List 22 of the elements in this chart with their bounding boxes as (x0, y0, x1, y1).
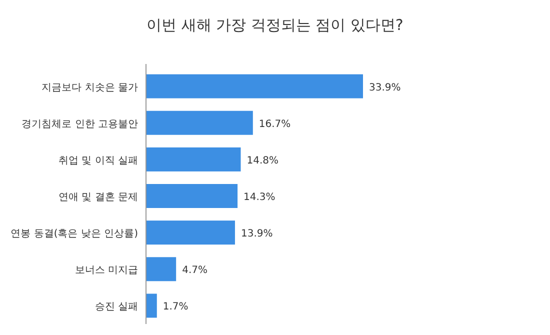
bar (146, 110, 253, 135)
bar (146, 74, 363, 98)
bar (146, 257, 176, 282)
chart-title: 이번 새해 가장 걱정되는 점이 있다면? (146, 16, 404, 34)
data-label: 33.9% (369, 82, 401, 94)
y-tick-label: 승진 실패 (94, 302, 138, 313)
bar (146, 294, 157, 318)
data-label: 16.7% (258, 118, 291, 130)
bar (146, 147, 241, 172)
y-tick-label: 연봉 동결(혹은 낮은 인상률) (10, 228, 138, 240)
y-tick-label: 취업 및 이직 실패 (58, 155, 138, 166)
data-label: 14.8% (246, 155, 279, 166)
y-tick-label: 연애 및 결혼 문제 (58, 192, 138, 203)
bar (146, 220, 235, 245)
data-label: 14.3% (244, 192, 276, 203)
data-label: 13.9% (240, 228, 273, 240)
y-tick-label: 지금보다 치솟은 물가 (42, 82, 138, 94)
data-label: 4.7% (182, 265, 208, 276)
bar (146, 184, 238, 208)
y-tick-label: 경기침체로 인한 고용불안 (22, 118, 138, 130)
y-tick-label: 보너스 미지급 (74, 265, 138, 276)
data-label: 1.7% (162, 302, 188, 313)
